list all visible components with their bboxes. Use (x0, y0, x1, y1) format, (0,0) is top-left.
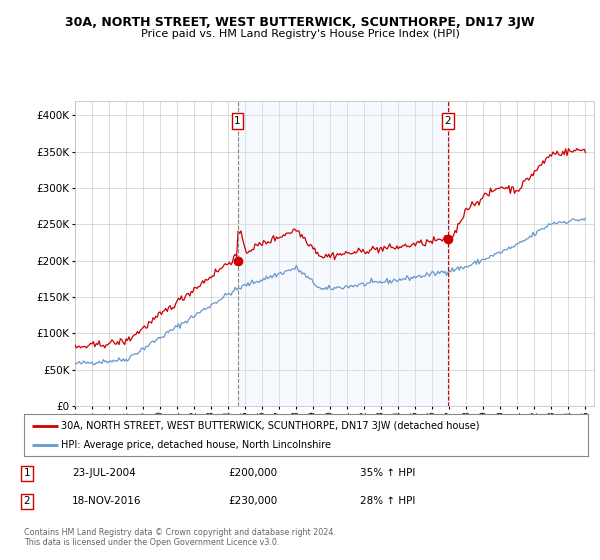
Text: 1: 1 (23, 468, 31, 478)
Text: Price paid vs. HM Land Registry's House Price Index (HPI): Price paid vs. HM Land Registry's House … (140, 29, 460, 39)
Text: 1: 1 (234, 116, 241, 126)
Text: 23-JUL-2004: 23-JUL-2004 (72, 468, 136, 478)
Text: 18-NOV-2016: 18-NOV-2016 (72, 496, 142, 506)
Text: HPI: Average price, detached house, North Lincolnshire: HPI: Average price, detached house, Nort… (61, 440, 331, 450)
Text: 30A, NORTH STREET, WEST BUTTERWICK, SCUNTHORPE, DN17 3JW (detached house): 30A, NORTH STREET, WEST BUTTERWICK, SCUN… (61, 421, 479, 431)
Bar (238, 101, 448, 406)
Text: 2: 2 (23, 496, 31, 506)
Text: £200,000: £200,000 (228, 468, 277, 478)
Text: 2: 2 (445, 116, 451, 126)
Text: 35% ↑ HPI: 35% ↑ HPI (360, 468, 415, 478)
Text: 28% ↑ HPI: 28% ↑ HPI (360, 496, 415, 506)
Text: £230,000: £230,000 (228, 496, 277, 506)
Text: Contains HM Land Registry data © Crown copyright and database right 2024.
This d: Contains HM Land Registry data © Crown c… (24, 528, 336, 547)
Text: 30A, NORTH STREET, WEST BUTTERWICK, SCUNTHORPE, DN17 3JW: 30A, NORTH STREET, WEST BUTTERWICK, SCUN… (65, 16, 535, 29)
